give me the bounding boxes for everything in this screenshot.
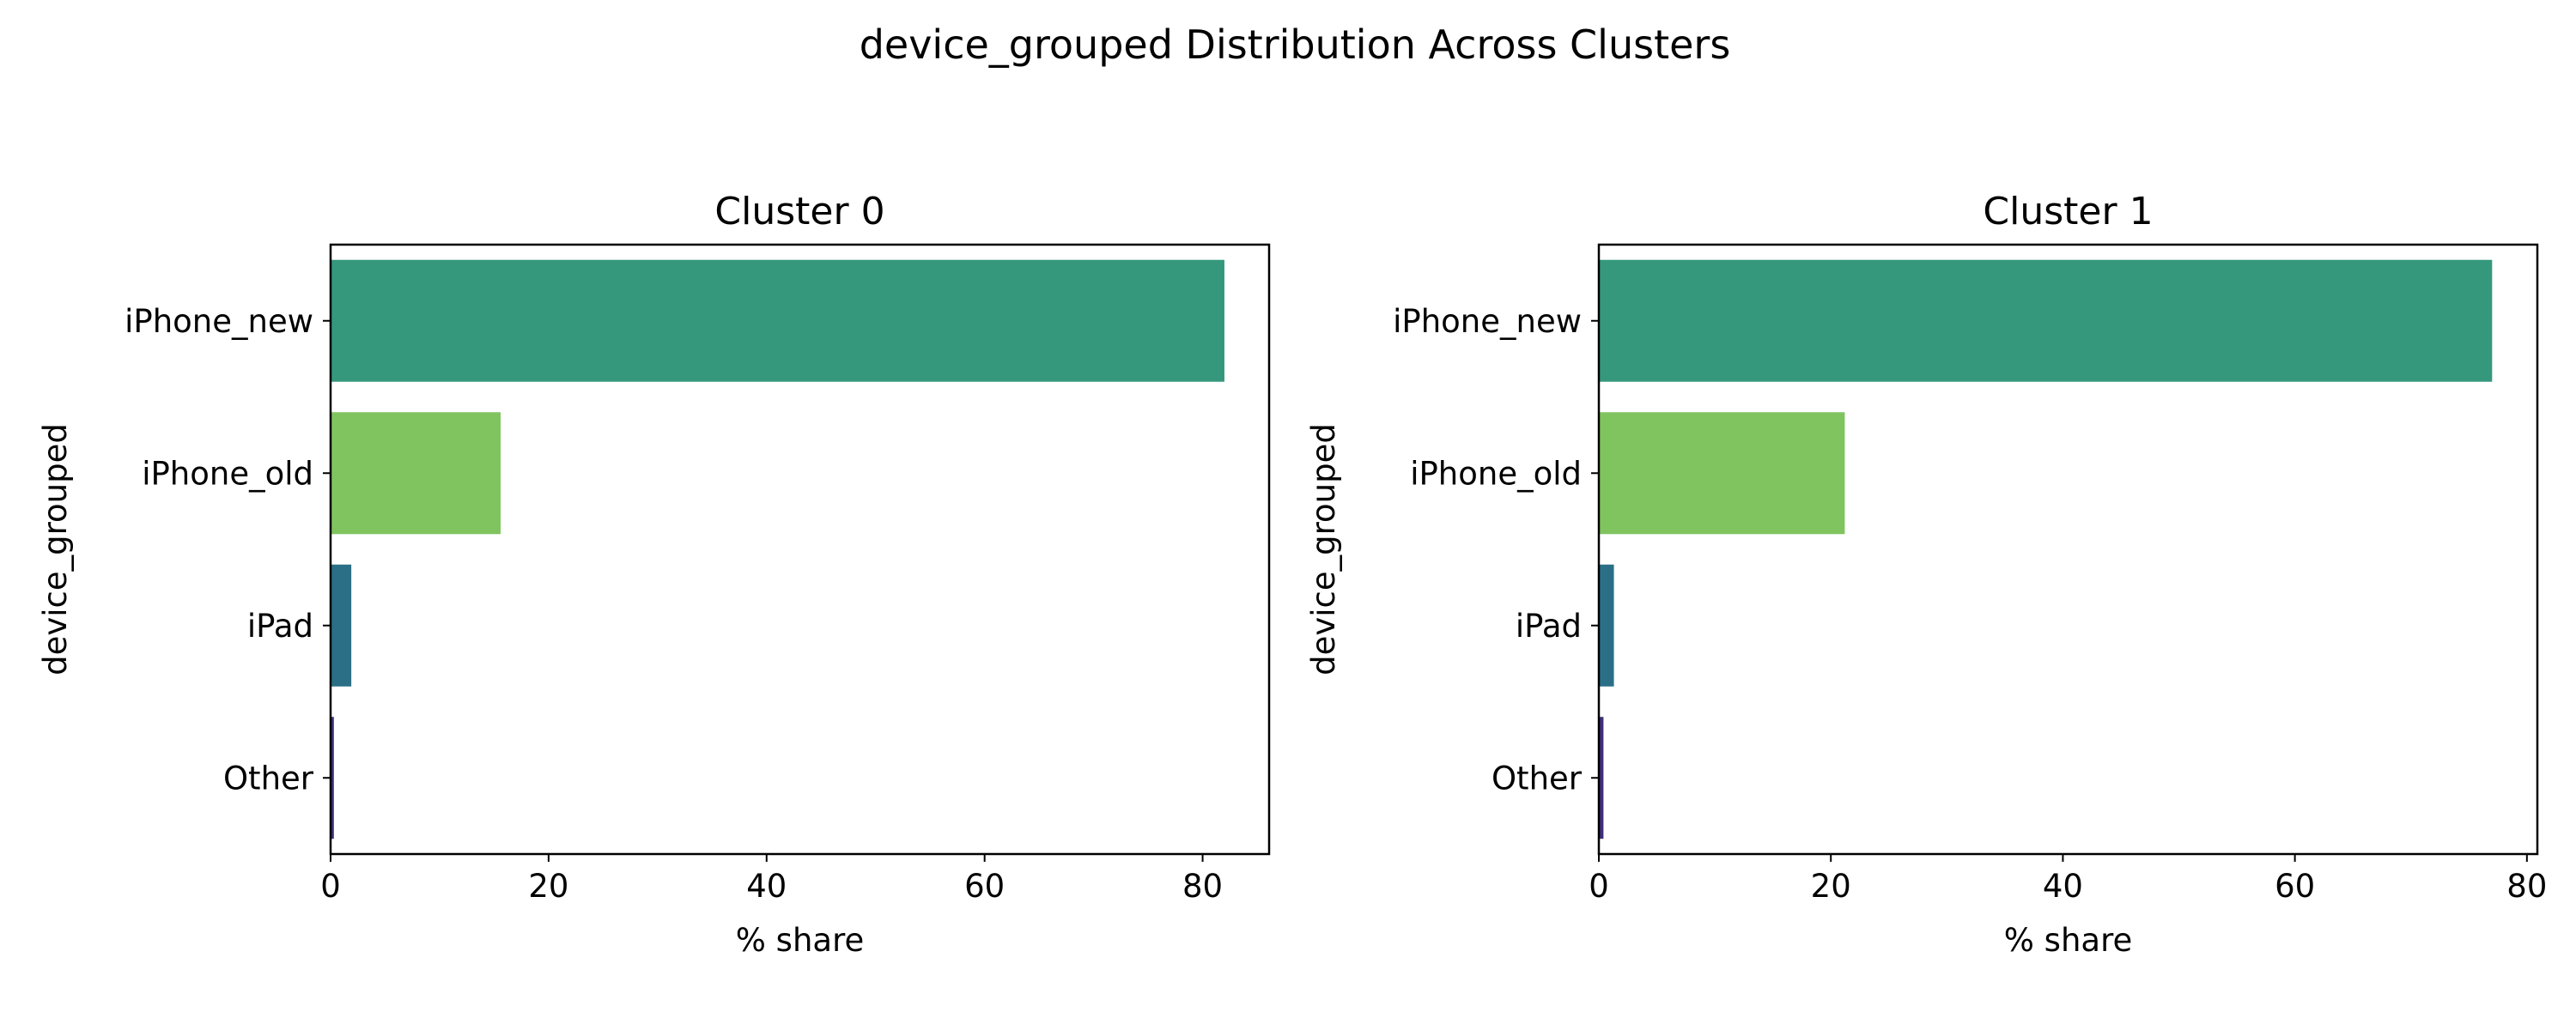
bar-iphone-new <box>1599 259 2493 382</box>
y-tick-label-ipad: iPad <box>1516 608 1582 645</box>
y-axis-label: device_grouped <box>37 423 74 676</box>
x-tick-label: 0 <box>1589 868 1609 905</box>
y-tick-label-ipad: iPad <box>247 608 313 645</box>
bar-ipad <box>331 564 352 687</box>
panel-title: Cluster 1 <box>1983 190 2153 233</box>
bar-iphone-new <box>331 259 1224 382</box>
x-tick-label: 40 <box>746 868 787 905</box>
bar-iphone-old <box>331 412 501 535</box>
y-tick-label-iphone-old: iPhone_old <box>142 455 313 492</box>
panel-title: Cluster 0 <box>714 190 884 233</box>
y-tick-label-iphone-new: iPhone_new <box>1393 303 1582 340</box>
x-tick-label: 80 <box>2506 868 2547 905</box>
x-tick-label: 80 <box>1182 868 1223 905</box>
bar-iphone-old <box>1599 412 1845 535</box>
x-axis-label: % share <box>736 922 864 959</box>
x-tick-label: 20 <box>528 868 568 905</box>
x-axis-label: % share <box>2004 922 2132 959</box>
x-tick-label: 60 <box>964 868 1005 905</box>
plot-frame <box>1597 243 2539 856</box>
x-tick-label: 40 <box>2043 868 2083 905</box>
y-tick-label-other: Other <box>223 760 314 797</box>
bar-ipad <box>1599 564 1614 687</box>
x-tick-label: 0 <box>320 868 341 905</box>
x-tick-label: 20 <box>1811 868 1851 905</box>
y-tick-label-iphone-old: iPhone_old <box>1410 455 1582 492</box>
bar-other <box>1599 717 1604 839</box>
chart-panel-cluster-0: iPhone_new iPhone_old iPad Other 0 20 40 60 80 Cl… <box>37 190 1271 959</box>
plot-frame <box>329 243 1271 856</box>
x-tick-label: 60 <box>2275 868 2315 905</box>
bar-other <box>331 717 334 839</box>
chart-panel-cluster-1: iPhone_new iPhone_old iPad Other 0 20 40 60 80 Cl… <box>1305 190 2547 959</box>
y-tick-label-iphone-new: iPhone_new <box>125 303 313 340</box>
y-axis-label: device_grouped <box>1305 423 1342 676</box>
figure-title: device_grouped Distribution Across Clust… <box>860 21 1731 68</box>
y-tick-label-other: Other <box>1492 760 1583 797</box>
